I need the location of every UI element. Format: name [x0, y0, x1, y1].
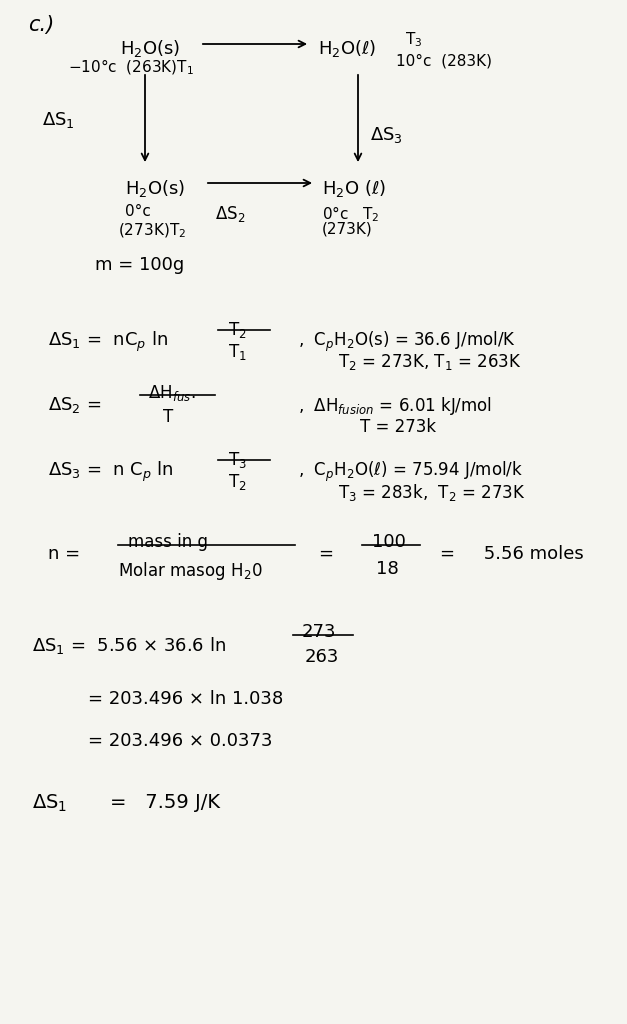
- Text: ,  ΔH$_{fusion}$ = 6.01 kJ/mol: , ΔH$_{fusion}$ = 6.01 kJ/mol: [298, 395, 492, 417]
- Text: mass in g: mass in g: [128, 534, 208, 551]
- Text: (273K): (273K): [322, 222, 372, 237]
- Text: T: T: [163, 408, 173, 426]
- Text: T = 273k: T = 273k: [360, 418, 436, 436]
- Text: 100: 100: [372, 534, 406, 551]
- Text: H$_2$O(s): H$_2$O(s): [125, 178, 185, 199]
- Text: T$_2$ = 273K, T$_1$ = 263K: T$_2$ = 273K, T$_1$ = 263K: [338, 352, 522, 372]
- Text: (273K)T$_2$: (273K)T$_2$: [118, 222, 186, 241]
- Text: T$_3$ = 283k,  T$_2$ = 273K: T$_3$ = 283k, T$_2$ = 273K: [338, 482, 525, 503]
- Text: T$_1$: T$_1$: [228, 342, 246, 362]
- Text: H$_2$O ($\ell$): H$_2$O ($\ell$): [322, 178, 386, 199]
- Text: T$_2$: T$_2$: [228, 319, 246, 340]
- Text: 10°c  (283K): 10°c (283K): [396, 54, 492, 69]
- Text: ΔS$_3$ =  n C$_p$ ln: ΔS$_3$ = n C$_p$ ln: [48, 460, 174, 484]
- Text: H$_2$O($\ell$): H$_2$O($\ell$): [318, 38, 376, 59]
- Text: 0°c   T$_2$: 0°c T$_2$: [322, 204, 379, 223]
- Text: T$_3$: T$_3$: [228, 450, 247, 470]
- Text: =: =: [318, 545, 333, 563]
- Text: n =: n =: [48, 545, 80, 563]
- Text: ,  C$_p$H$_2$O($\ell$) = 75.94 J/mol/k: , C$_p$H$_2$O($\ell$) = 75.94 J/mol/k: [298, 460, 523, 484]
- Text: =     5.56 moles: = 5.56 moles: [440, 545, 584, 563]
- Text: 273: 273: [302, 623, 337, 641]
- Text: 18: 18: [376, 560, 399, 578]
- Text: ΔS$_3$: ΔS$_3$: [370, 125, 403, 145]
- Text: ΔS$_1$ =  5.56 × 36.6 ln: ΔS$_1$ = 5.56 × 36.6 ln: [32, 635, 226, 656]
- Text: c.): c.): [28, 15, 55, 35]
- Text: ΔS$_2$ =: ΔS$_2$ =: [48, 395, 102, 415]
- Text: ΔS$_1$ =  nC$_p$ ln: ΔS$_1$ = nC$_p$ ln: [48, 330, 168, 354]
- Text: H$_2$O(s): H$_2$O(s): [120, 38, 180, 59]
- Text: T$_3$: T$_3$: [405, 30, 423, 49]
- Text: = 203.496 × ln 1.038: = 203.496 × ln 1.038: [88, 690, 283, 708]
- Text: −10°c  (263K)T$_1$: −10°c (263K)T$_1$: [68, 58, 194, 78]
- Text: ΔS$_1$: ΔS$_1$: [42, 110, 75, 130]
- Text: ΔS$_2$: ΔS$_2$: [215, 204, 245, 224]
- Text: ΔS$_1$: ΔS$_1$: [32, 793, 67, 814]
- Text: Molar masog H$_2$0: Molar masog H$_2$0: [118, 560, 263, 582]
- Text: 0°c: 0°c: [125, 204, 151, 219]
- Text: ,  C$_p$H$_2$O(s) = 36.6 J/mol/K: , C$_p$H$_2$O(s) = 36.6 J/mol/K: [298, 330, 516, 354]
- Text: m = 100g: m = 100g: [95, 256, 184, 274]
- Text: = 203.496 × 0.0373: = 203.496 × 0.0373: [88, 732, 273, 750]
- Text: 263: 263: [305, 648, 339, 666]
- Text: ΔH$_{fus}$.: ΔH$_{fus}$.: [148, 383, 196, 403]
- Text: =   7.59 J/K: = 7.59 J/K: [110, 793, 220, 812]
- Text: T$_2$: T$_2$: [228, 472, 246, 492]
